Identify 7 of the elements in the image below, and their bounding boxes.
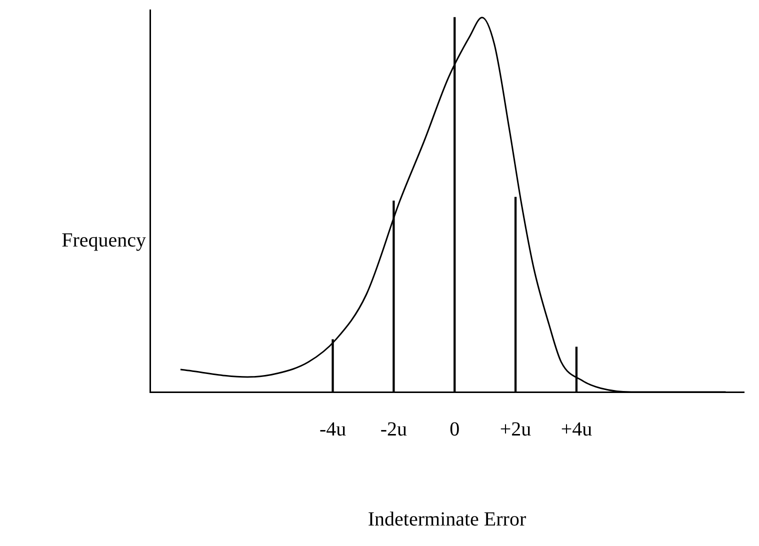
x-tick-label: -4u xyxy=(319,418,346,440)
x-tick-label: -2u xyxy=(380,418,408,440)
y-axis-title: Frequency xyxy=(62,229,146,252)
x-tick-label: 0 xyxy=(450,418,460,440)
x-axis-title: Indeterminate Error xyxy=(368,508,526,530)
x-tick-label: +4u xyxy=(560,418,592,440)
x-tick-label: +2u xyxy=(500,418,532,440)
